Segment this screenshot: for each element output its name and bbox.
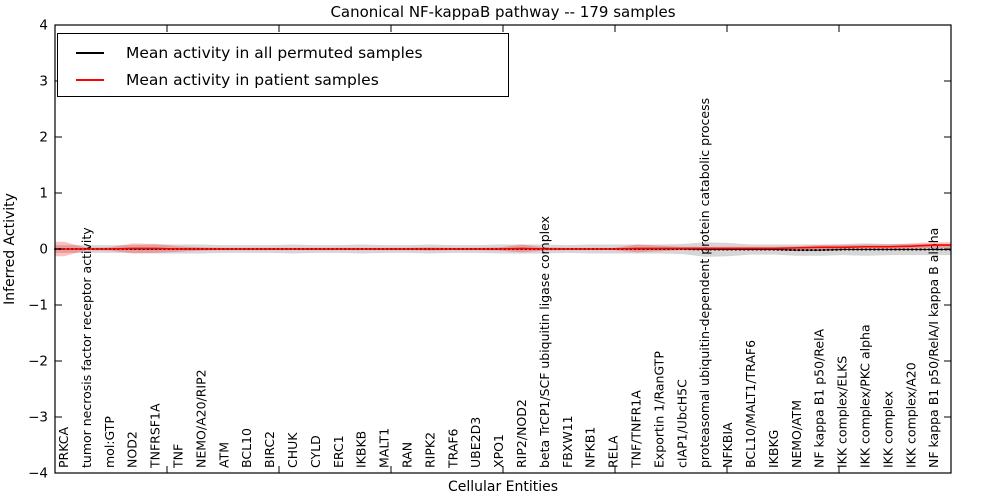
x-tick-label: CHUK xyxy=(285,432,300,468)
x-tick-label: TNFRSF1A xyxy=(148,403,163,469)
x-tick-label: RIPK2 xyxy=(422,432,437,468)
legend-item-permuted: Mean activity in all permuted samples xyxy=(58,39,508,66)
x-tick-label: PRKCA xyxy=(56,427,71,468)
legend-line-black-icon xyxy=(76,51,104,54)
x-tick-label: mol:GTP xyxy=(102,416,117,468)
y-tick-label: 1 xyxy=(39,186,48,202)
x-tick-label: IKK complex/ELKS xyxy=(835,356,850,468)
x-tick-label: TRAF6 xyxy=(445,428,460,469)
y-tick-label: 2 xyxy=(39,130,48,146)
x-tick-label: IKK complex/PKC alpha xyxy=(858,324,873,468)
legend-item-patient: Mean activity in patient samples xyxy=(58,66,508,93)
patient-mean-line xyxy=(55,244,951,250)
x-tick-label: ERC1 xyxy=(331,435,346,468)
y-tick-label: 4 xyxy=(39,18,48,34)
x-tick-label: BCL10/MALT1/TRAF6 xyxy=(743,340,758,468)
x-tick-label: proteasomal ubiquitin-dependent protein … xyxy=(697,98,712,468)
x-axis-label: Cellular Entities xyxy=(448,479,558,495)
x-tick-label: NF kappa B1 p50/RelA xyxy=(812,328,827,468)
x-tick-label: BCL10 xyxy=(239,428,254,468)
x-tick-label: FBXW11 xyxy=(560,415,575,468)
x-tick-label: TNF xyxy=(171,444,186,469)
legend-label-patient: Mean activity in patient samples xyxy=(126,70,379,89)
x-tick-label: NEMO/A20/RIP2 xyxy=(193,369,208,468)
x-tick-label: NEMO/ATM xyxy=(789,400,804,468)
legend: Mean activity in all permuted samples Me… xyxy=(57,33,509,97)
x-tick-label: ATM xyxy=(216,442,231,468)
legend-line-red-icon xyxy=(76,78,104,81)
y-tick-label: 0 xyxy=(39,242,48,258)
x-tick-label: MALT1 xyxy=(377,428,392,468)
x-tick-label: UBE2D3 xyxy=(468,417,483,468)
x-tick-label: TNF/TNFR1A xyxy=(629,390,644,469)
x-tick-label: IKK complex xyxy=(880,391,895,468)
x-tick-label: NF kappa B1 p50/RelA/I kappa B alpha xyxy=(926,228,941,468)
x-tick-label: BIRC2 xyxy=(262,431,277,468)
x-tick-label: NFKB1 xyxy=(583,427,598,468)
x-tick-labels: PRKCA tumor necrosis factor receptor acti… xyxy=(56,98,941,469)
x-tick-label: tumor necrosis factor receptor activity xyxy=(79,227,94,468)
x-tick-label: RELA xyxy=(606,435,621,468)
y-tick-label: −4 xyxy=(28,466,48,482)
chart-title: Canonical NF-kappaB pathway -- 179 sampl… xyxy=(330,3,675,21)
x-tick-label: XPO1 xyxy=(491,434,506,468)
x-tick-label: IKK complex/A20 xyxy=(903,362,918,468)
x-tick-label: NOD2 xyxy=(125,431,140,468)
x-tick-label: NFKBIA xyxy=(720,422,735,468)
x-tick-label: Exportin 1/RanGTP xyxy=(651,351,666,468)
y-tick-labels: 4 3 2 1 0 −1 −2 −3 −4 xyxy=(28,18,48,482)
y-tick-label: −2 xyxy=(28,354,48,370)
y-tick-label: 3 xyxy=(39,74,48,90)
legend-label-permuted: Mean activity in all permuted samples xyxy=(126,43,423,62)
x-tick-label: cIAP1/UbcH5C xyxy=(674,379,689,468)
y-tick-label: −1 xyxy=(28,298,48,314)
x-tick-label: CYLD xyxy=(308,435,323,468)
x-tick-label: beta TrCP1/SCF ubiquitin ligase complex xyxy=(537,216,552,468)
x-tick-label: RIP2/NOD2 xyxy=(514,399,529,468)
x-tick-label: IKBKG xyxy=(766,430,781,468)
tick-marks xyxy=(54,24,952,474)
x-tick-label: IKBKB xyxy=(354,431,369,468)
y-tick-label: −3 xyxy=(28,410,48,426)
y-axis-label: Inferred Activity xyxy=(2,193,18,305)
x-tick-label: RAN xyxy=(400,442,415,468)
